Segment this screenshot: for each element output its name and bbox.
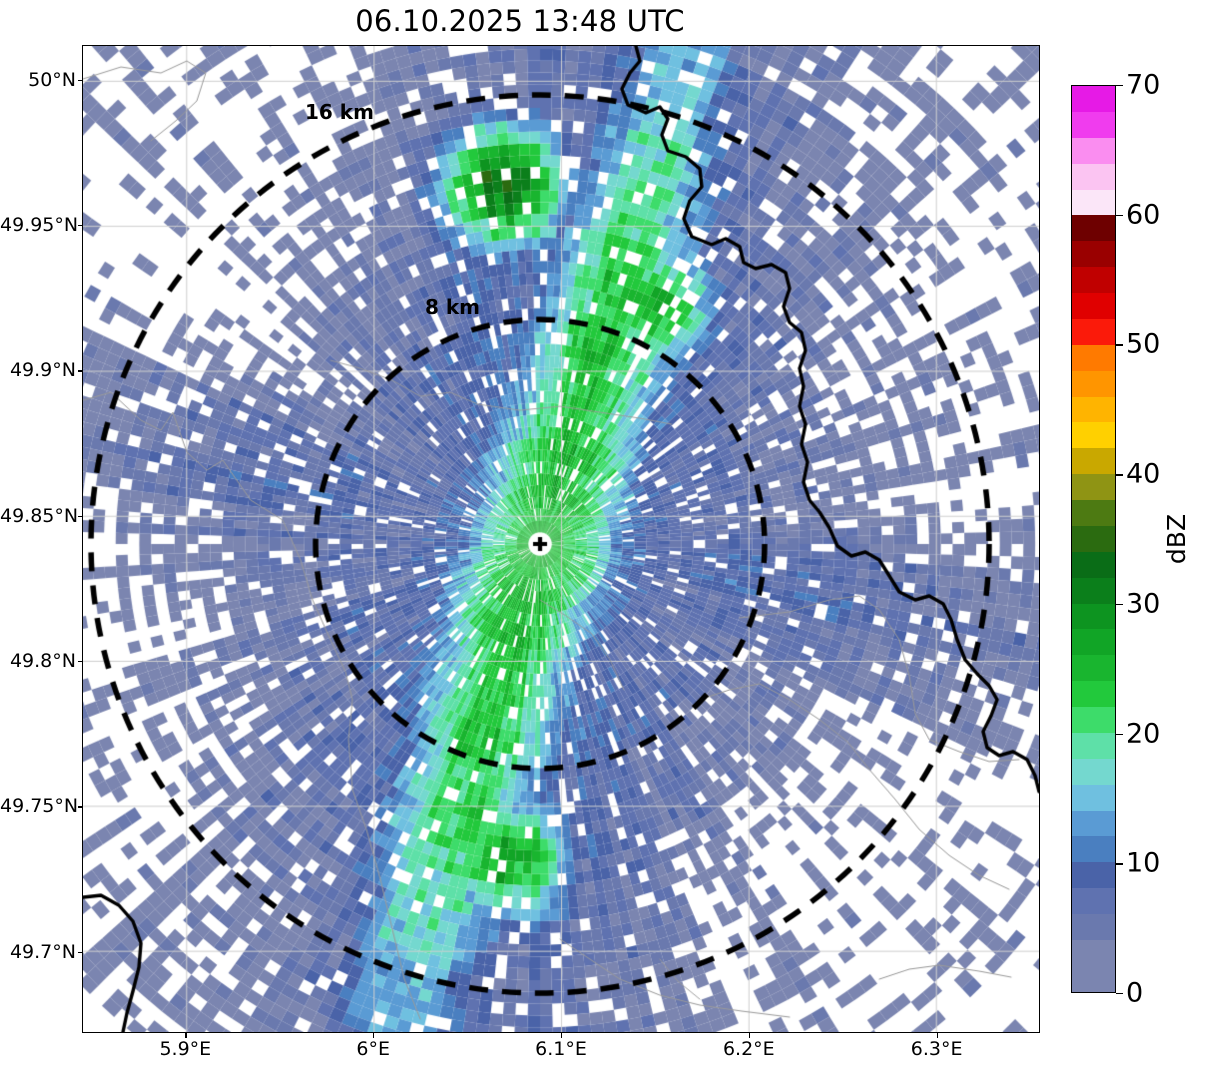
radar-reflectivity-plot[interactable]: [83, 46, 1039, 1032]
latitude-tickmark: [78, 515, 83, 517]
colorbar-band-11: [1072, 681, 1115, 707]
colorbar-tick-label-1: 10: [1126, 847, 1161, 879]
colorbar-band-30: [1072, 189, 1115, 216]
colorbar-band-20: [1072, 448, 1115, 475]
colorbar-band-32: [1072, 137, 1115, 164]
colorbar-tick-label-6: 60: [1126, 199, 1161, 231]
latitude-tick-6: 50°N: [28, 68, 76, 91]
colorbar-band-13: [1072, 629, 1115, 656]
colorbar-band-16: [1072, 551, 1115, 578]
colorbar-band-27: [1072, 267, 1115, 293]
colorbar-band-6: [1072, 810, 1115, 837]
longitude-tick-3: 6.2°E: [722, 1038, 775, 1060]
colorbar-band-25: [1072, 318, 1115, 345]
range-ring-label-16km: 16 km: [305, 100, 374, 124]
latitude-tick-5: 49.95°N: [0, 214, 79, 237]
colorbar-band-19: [1072, 474, 1115, 500]
colorbar-tick-label-5: 50: [1126, 328, 1161, 360]
range-ring-label-8km: 8 km: [425, 295, 481, 319]
colorbar-tickmark: [1116, 85, 1123, 87]
colorbar-band-4: [1072, 862, 1115, 889]
colorbar-band-17: [1072, 525, 1115, 552]
colorbar-band-2: [1072, 914, 1115, 940]
colorbar-band-1: [1072, 939, 1115, 966]
colorbar-band-8: [1072, 758, 1115, 785]
colorbar-band-12: [1072, 655, 1115, 682]
colorbar-tickmark: [1116, 344, 1123, 346]
colorbar-band-10: [1072, 707, 1115, 733]
latitude-tick-4: 49.9°N: [9, 359, 76, 382]
colorbar-tickmark: [1116, 993, 1123, 995]
latitude-tickmark: [78, 79, 83, 82]
colorbar-band-28: [1072, 241, 1115, 268]
colorbar-tick-label-4: 40: [1126, 458, 1161, 490]
latitude-tickmark: [78, 661, 83, 663]
colorbar-band-34: [1072, 86, 1115, 112]
colorbar-tickmark: [1116, 733, 1123, 735]
map-axes[interactable]: [82, 45, 1040, 1033]
longitude-tick-0: 5.9°E: [159, 1038, 212, 1060]
colorbar-band-14: [1072, 603, 1115, 630]
colorbar-band-3: [1072, 888, 1115, 914]
colorbar-band-5: [1072, 836, 1115, 863]
colorbar-band-15: [1072, 577, 1115, 604]
latitude-tickmark: [78, 806, 83, 808]
colorbar-tickmark: [1116, 214, 1123, 217]
longitude-tickmark: [936, 1033, 938, 1038]
colorbar-tick-label-3: 30: [1126, 588, 1161, 620]
colorbar-band-7: [1072, 784, 1115, 811]
longitude-tickmark: [561, 1033, 563, 1038]
latitude-tickmark: [78, 225, 83, 227]
longitude-tickmark: [185, 1033, 187, 1038]
colorbar-band-26: [1072, 293, 1115, 319]
colorbar-tick-label-0: 0: [1126, 977, 1144, 1009]
colorbar-band-29: [1072, 215, 1115, 242]
colorbar-band-0: [1072, 965, 1115, 992]
colorbar-band-33: [1072, 111, 1115, 138]
colorbar-tick-label-7: 70: [1126, 69, 1161, 101]
colorbar[interactable]: [1071, 85, 1116, 993]
latitude-tickmark: [78, 951, 83, 953]
longitude-tickmark: [373, 1033, 375, 1038]
colorbar-band-24: [1072, 344, 1115, 371]
latitude-tick-1: 49.75°N: [0, 795, 79, 818]
colorbar-tickmark: [1116, 474, 1123, 476]
colorbar-band-22: [1072, 396, 1115, 423]
longitude-tick-2: 6.1°E: [535, 1038, 587, 1060]
colorbar-band-31: [1072, 163, 1115, 190]
colorbar-band-23: [1072, 370, 1115, 397]
colorbar-tick-label-2: 20: [1126, 718, 1161, 750]
colorbar-tickmark: [1116, 603, 1123, 606]
longitude-tickmark: [748, 1033, 751, 1038]
longitude-tick-4: 6.3°E: [910, 1038, 963, 1060]
latitude-tick-2: 49.8°N: [9, 650, 76, 673]
latitude-tick-0: 49.7°N: [9, 940, 76, 963]
page-title: 06.10.2025 13:48 UTC: [355, 4, 685, 38]
latitude-tick-3: 49.85°N: [0, 504, 79, 527]
colorbar-band-18: [1072, 500, 1115, 526]
longitude-tick-1: 6°E: [356, 1038, 390, 1060]
colorbar-tickmark: [1116, 863, 1123, 865]
colorbar-title: dBZ: [1162, 513, 1191, 565]
colorbar-band-21: [1072, 422, 1115, 449]
colorbar-band-9: [1072, 732, 1115, 759]
latitude-tickmark: [78, 370, 83, 372]
